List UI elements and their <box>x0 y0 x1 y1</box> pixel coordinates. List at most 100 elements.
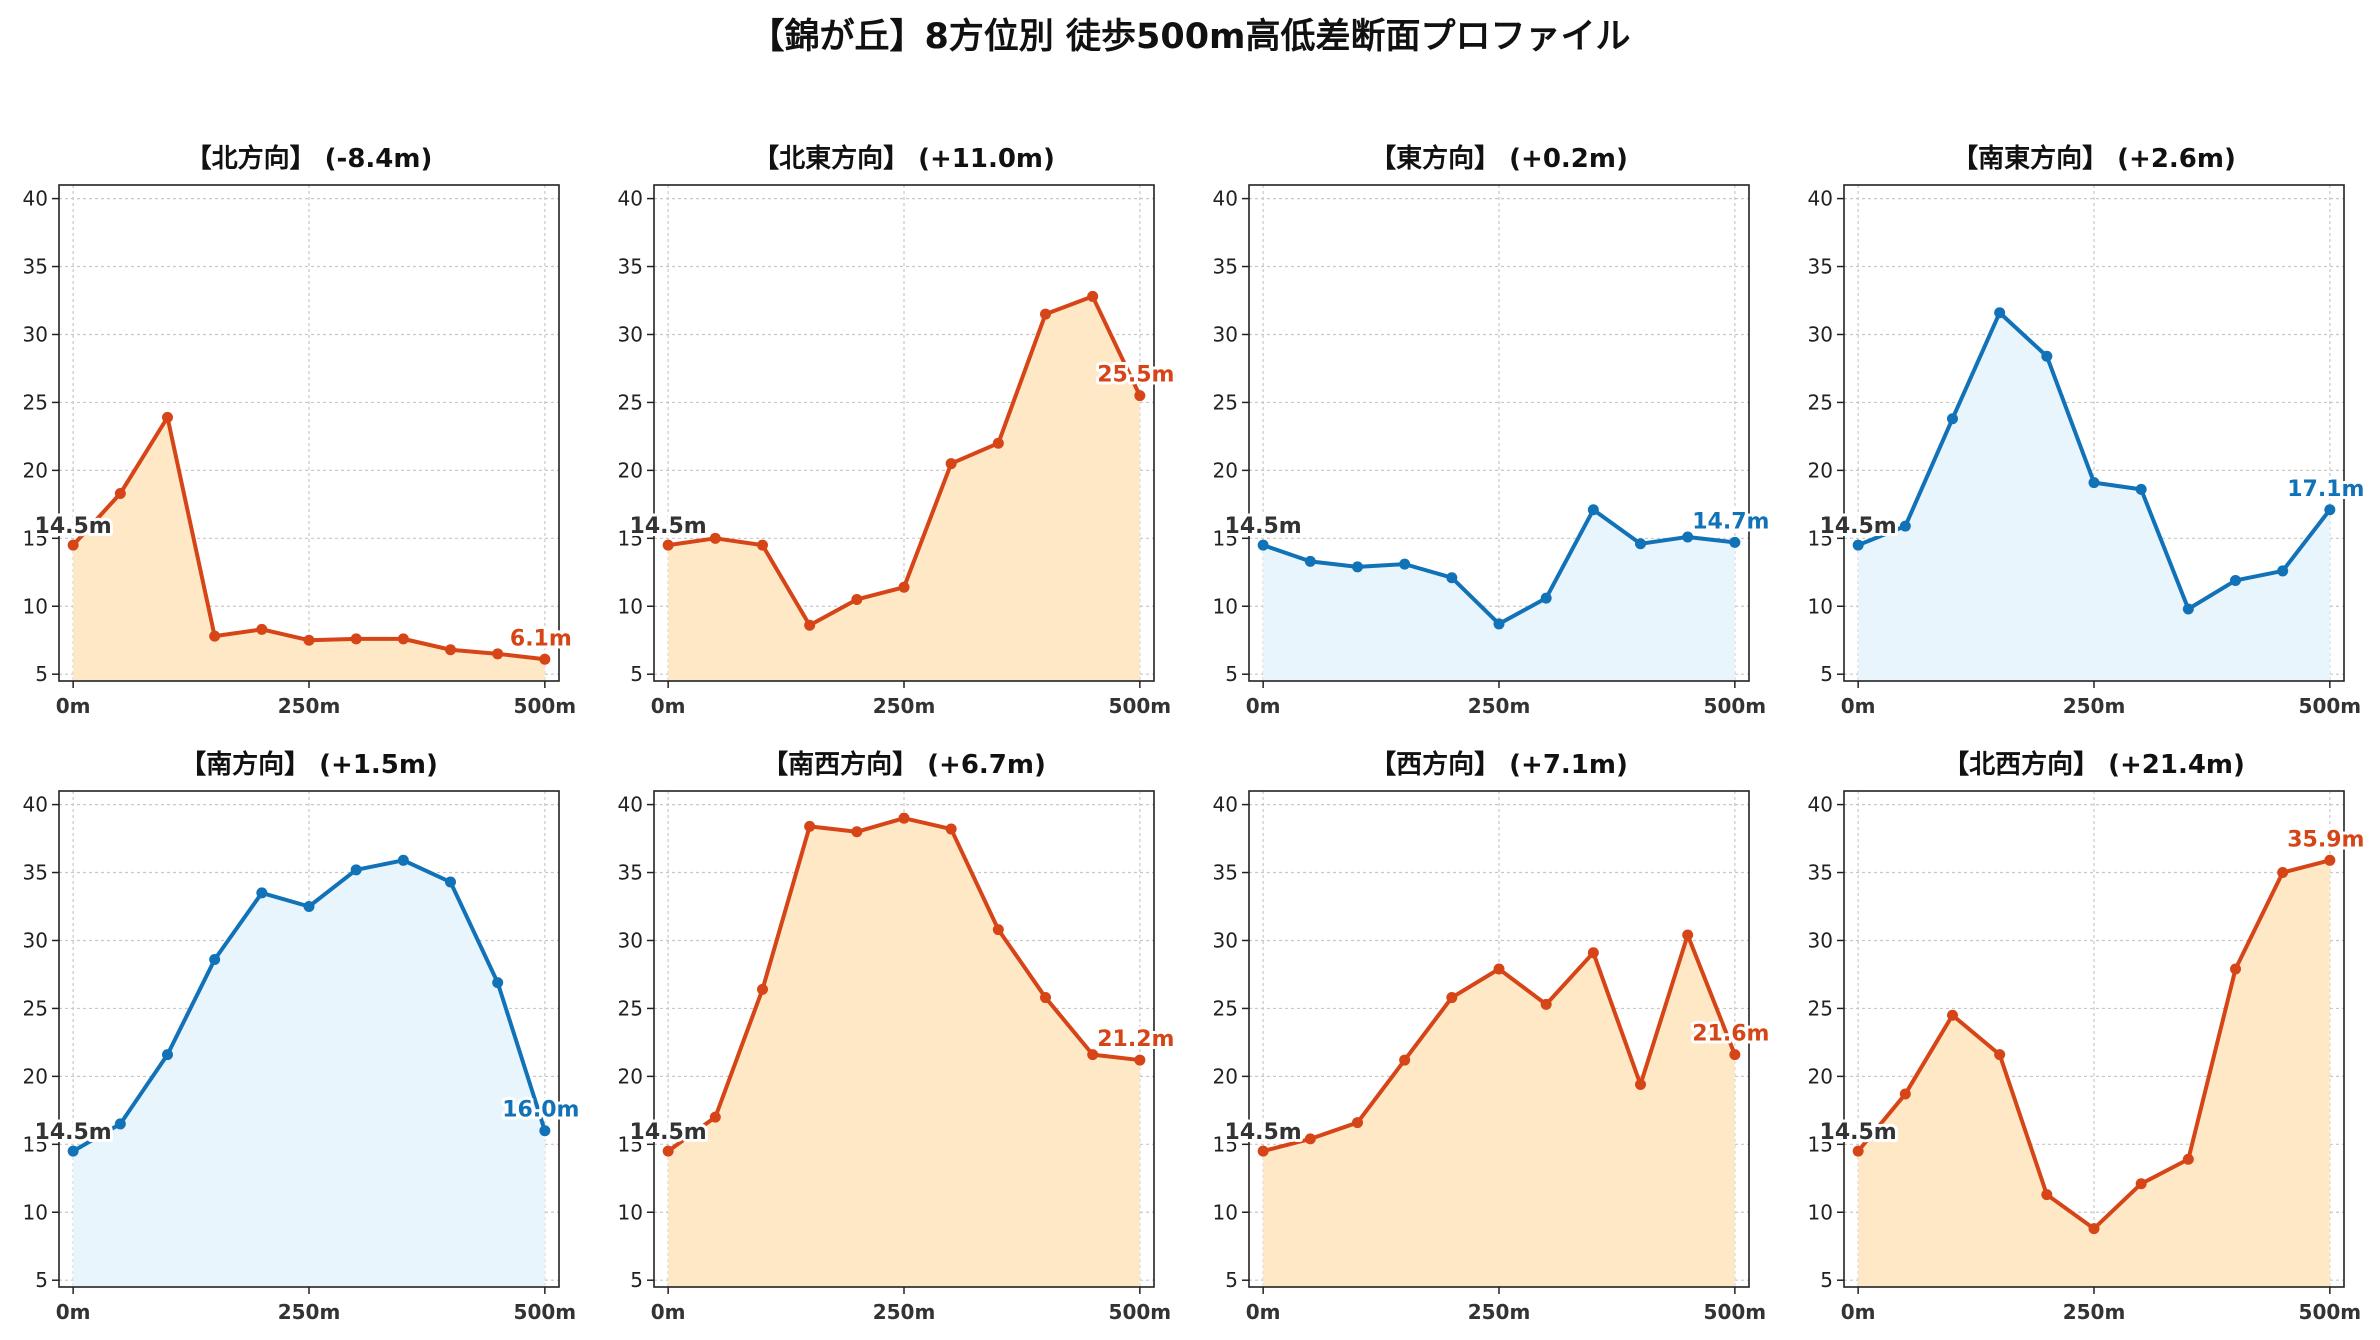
data-point <box>1134 390 1146 402</box>
data-point <box>539 1125 551 1137</box>
end-elevation-label: 21.2m <box>1097 1027 1174 1052</box>
data-point <box>804 619 816 631</box>
x-tick-label: 500m <box>2299 1300 2362 1324</box>
chart-title: 【南西方向】 (+6.7m) <box>762 749 1046 780</box>
x-tick-label: 0m <box>1246 694 1281 718</box>
data-point <box>1087 290 1099 302</box>
chart-title: 【東方向】 (+0.2m) <box>1370 143 1628 174</box>
data-point <box>1257 539 1269 551</box>
y-tick-label: 15 <box>618 1132 643 1156</box>
y-tick-label: 35 <box>1213 255 1238 279</box>
x-tick-label: 0m <box>651 1300 686 1324</box>
data-point <box>756 539 768 551</box>
data-point <box>114 1118 126 1130</box>
y-tick-label: 10 <box>1213 594 1238 618</box>
x-tick-label: 250m <box>873 1300 936 1324</box>
y-tick-label: 35 <box>618 255 643 279</box>
y-tick-label: 25 <box>1808 390 1833 414</box>
data-point <box>709 532 721 544</box>
y-tick-label: 10 <box>23 1200 48 1224</box>
y-tick-label: 15 <box>1808 526 1833 550</box>
data-point <box>756 983 768 995</box>
data-point <box>992 924 1004 936</box>
y-tick-label: 10 <box>23 594 48 618</box>
x-tick-label: 250m <box>1468 1300 1531 1324</box>
y-tick-label: 25 <box>618 390 643 414</box>
data-point <box>1540 998 1552 1010</box>
y-tick-label: 30 <box>1808 322 1833 346</box>
data-point <box>1446 992 1458 1004</box>
y-tick-label: 40 <box>1808 187 1833 211</box>
data-point <box>1852 539 1864 551</box>
y-tick-label: 35 <box>23 255 48 279</box>
y-tick-label: 25 <box>618 996 643 1020</box>
data-point <box>2230 574 2242 586</box>
y-tick-label: 25 <box>23 996 48 1020</box>
start-elevation-label: 14.5m <box>35 1120 112 1145</box>
data-point <box>2277 565 2289 577</box>
y-tick-label: 35 <box>1808 861 1833 885</box>
y-tick-label: 35 <box>1808 255 1833 279</box>
start-elevation-label: 14.5m <box>630 1120 707 1145</box>
start-elevation-label: 14.5m <box>1225 514 1302 539</box>
y-tick-label: 30 <box>1213 928 1238 952</box>
chart-panel-7: 【西方向】 (+7.1m) 5 10 15 20 25 30 35 40 0m 250m 500m 14… <box>1213 749 1773 1324</box>
x-tick-label: 500m <box>1704 694 1767 718</box>
data-point <box>1040 992 1052 1004</box>
chart-panel-1: 【北方向】 (-8.4m) 5 10 15 20 25 30 35 40 0m 250m 500m 14… <box>23 143 577 718</box>
chart-panel-5: 【南方向】 (+1.5m) 5 10 15 20 25 30 35 40 0m 250m 500m 14… <box>23 749 583 1324</box>
x-tick-label: 500m <box>514 694 577 718</box>
y-tick-label: 5 <box>1820 1268 1833 1292</box>
y-tick-label: 15 <box>1213 1132 1238 1156</box>
y-tick-label: 35 <box>23 861 48 885</box>
y-tick-label: 40 <box>23 187 48 211</box>
start-elevation-label: 14.5m <box>1225 1120 1302 1145</box>
y-tick-label: 10 <box>618 594 643 618</box>
data-point <box>350 864 362 876</box>
data-point <box>256 623 268 635</box>
data-point <box>1540 592 1552 604</box>
data-point <box>2182 1153 2194 1165</box>
y-tick-label: 5 <box>1820 662 1833 686</box>
data-point <box>2088 477 2100 489</box>
data-point <box>1304 1133 1316 1145</box>
data-point <box>1351 1117 1363 1129</box>
start-elevation-label: 14.5m <box>1820 1120 1897 1145</box>
y-tick-label: 20 <box>618 1064 643 1088</box>
y-tick-label: 15 <box>1808 1132 1833 1156</box>
y-tick-label: 15 <box>618 526 643 550</box>
end-elevation-label: 21.6m <box>1692 1022 1769 1047</box>
y-tick-label: 25 <box>1213 390 1238 414</box>
chart-panel-6: 【南西方向】 (+6.7m) 5 10 15 20 25 30 35 40 0m 250m 500m 1… <box>618 749 1178 1324</box>
data-point <box>1682 531 1694 543</box>
y-tick-label: 40 <box>618 793 643 817</box>
data-point <box>1729 1049 1741 1061</box>
y-tick-label: 30 <box>23 322 48 346</box>
area-fill <box>1858 312 2330 681</box>
data-point <box>1399 558 1411 570</box>
y-tick-label: 20 <box>1808 458 1833 482</box>
data-point <box>851 826 863 838</box>
end-elevation-label: 17.1m <box>2287 477 2364 502</box>
y-tick-label: 20 <box>1213 458 1238 482</box>
y-tick-label: 5 <box>1225 662 1238 686</box>
end-elevation-label: 6.1m <box>510 626 572 651</box>
area-fill <box>1858 860 2330 1287</box>
y-tick-label: 25 <box>1213 996 1238 1020</box>
y-tick-label: 5 <box>630 662 643 686</box>
x-tick-label: 0m <box>651 694 686 718</box>
x-tick-label: 500m <box>1109 1300 1172 1324</box>
data-point <box>2182 603 2194 615</box>
y-tick-label: 30 <box>1213 322 1238 346</box>
data-point <box>350 633 362 645</box>
data-point <box>2135 483 2147 495</box>
area-fill <box>668 818 1140 1287</box>
data-point <box>1994 307 2006 319</box>
y-tick-label: 40 <box>618 187 643 211</box>
y-tick-label: 30 <box>618 928 643 952</box>
x-tick-label: 250m <box>1468 694 1531 718</box>
data-point <box>492 648 504 660</box>
end-elevation-label: 35.9m <box>2287 827 2364 852</box>
area-fill <box>73 860 545 1287</box>
y-tick-label: 20 <box>23 458 48 482</box>
